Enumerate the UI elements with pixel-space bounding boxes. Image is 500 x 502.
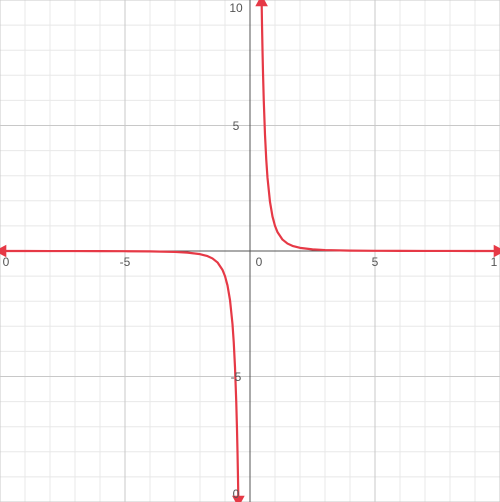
curve-layer [0,0,500,502]
plot-area: 0-5051105-50 [0,0,500,502]
